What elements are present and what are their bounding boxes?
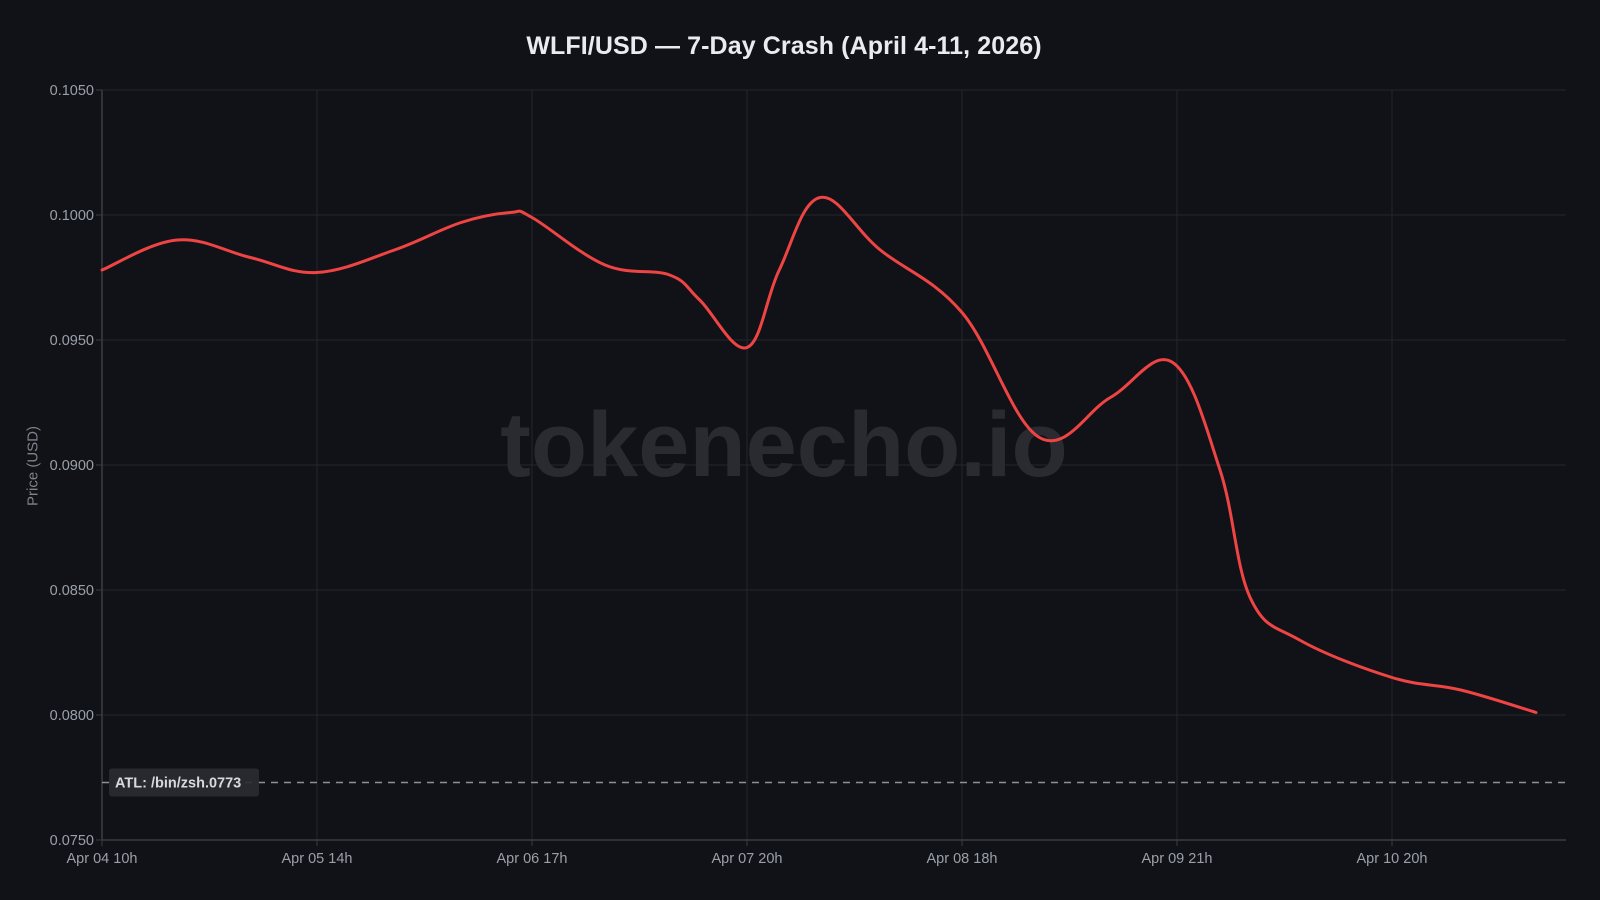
y-tick-label: 0.0850: [50, 583, 94, 599]
y-axis: 0.0750 0.0800 0.0850 0.0900 0.0950 0.1000 0.10…: [50, 83, 103, 849]
atl-annotation: ATL: /bin/zsh.0773: [102, 768, 1566, 797]
x-axis: Apr 04 10h Apr 05 14h Apr 06 17h Apr 07 20h…: [67, 839, 1566, 867]
y-tick-label: 0.0950: [50, 333, 94, 349]
x-tick-label: Apr 04 10h: [67, 851, 138, 867]
y-tick-label: 0.0900: [50, 458, 94, 474]
y-tick-label: 0.1050: [50, 83, 94, 99]
y-tick-label: 0.1000: [50, 208, 94, 224]
y-tick-label: 0.0800: [50, 708, 94, 724]
watermark: tokenecho.io: [500, 394, 1067, 496]
chart-title: WLFI/USD — 7-Day Crash (April 4-11, 2026…: [526, 32, 1042, 60]
atl-label: ATL: /bin/zsh.0773: [115, 776, 241, 792]
x-tick-label: Apr 06 17h: [497, 851, 568, 867]
y-tick-label: 0.0750: [50, 833, 94, 849]
x-tick-label: Apr 05 14h: [282, 851, 353, 867]
x-tick-label: Apr 08 18h: [927, 851, 998, 867]
x-tick-label: Apr 07 20h: [712, 851, 783, 867]
atl-label-box: [109, 768, 259, 797]
x-tick-label: Apr 10 20h: [1357, 851, 1428, 867]
price-line: [100, 195, 1538, 714]
x-tick-label: Apr 09 21h: [1142, 851, 1213, 867]
